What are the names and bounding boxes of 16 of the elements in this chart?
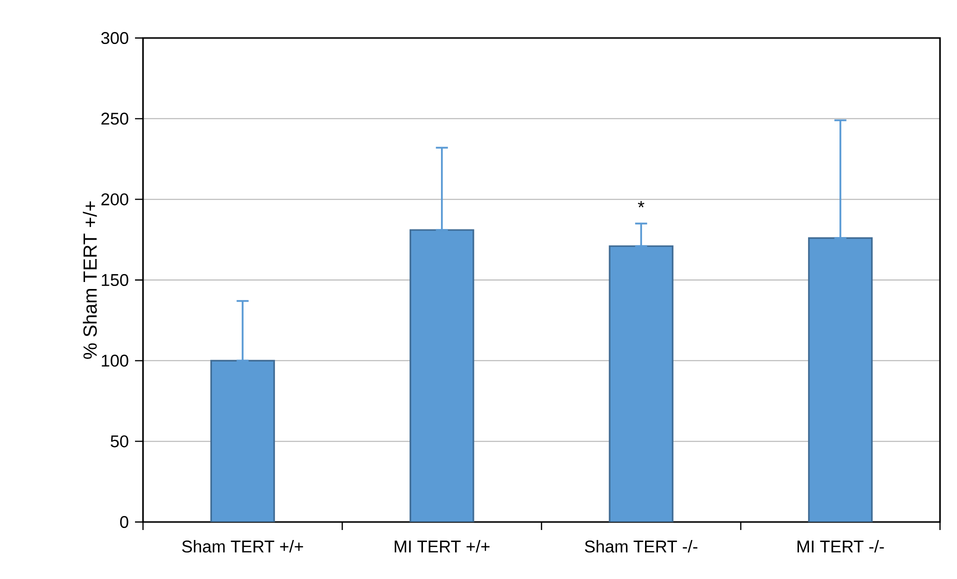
annotation: *	[638, 201, 644, 208]
bar	[410, 229, 474, 522]
bar	[608, 245, 674, 522]
y-tick-label: 150	[102, 274, 128, 286]
x-tick-label: Sham TERT +/+	[182, 540, 304, 553]
x-tick-label: Sham TERT -/-	[584, 540, 698, 553]
y-tick-label: 200	[101, 193, 128, 206]
y-tick-label: 50	[110, 435, 128, 448]
y-tick-label: 100	[102, 354, 128, 367]
y-tick-label: 300	[101, 32, 128, 44]
y-tick-label: 0	[120, 516, 128, 528]
y-axis-title: % Sham TERT +/+	[82, 201, 97, 359]
x-tick-label: MI TERT -/-	[798, 540, 884, 553]
y-tick-label: 250	[101, 112, 128, 125]
bar	[808, 237, 873, 522]
x-tick-label: MI TERT +/+	[394, 540, 490, 553]
